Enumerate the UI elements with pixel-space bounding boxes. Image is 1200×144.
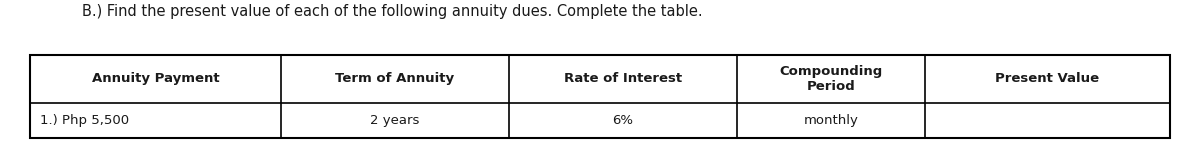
Text: B.) Find the present value of each of the following annuity dues. Complete the t: B.) Find the present value of each of th… xyxy=(82,4,702,19)
Text: 2 years: 2 years xyxy=(370,114,420,127)
Text: Rate of Interest: Rate of Interest xyxy=(564,72,682,85)
Text: monthly: monthly xyxy=(804,114,858,127)
Text: Term of Annuity: Term of Annuity xyxy=(335,72,455,85)
Text: Compounding
Period: Compounding Period xyxy=(779,65,882,93)
Text: 6%: 6% xyxy=(612,114,634,127)
Text: Present Value: Present Value xyxy=(995,72,1099,85)
Text: Annuity Payment: Annuity Payment xyxy=(91,72,220,85)
Text: 1.) Php 5,500: 1.) Php 5,500 xyxy=(40,114,128,127)
